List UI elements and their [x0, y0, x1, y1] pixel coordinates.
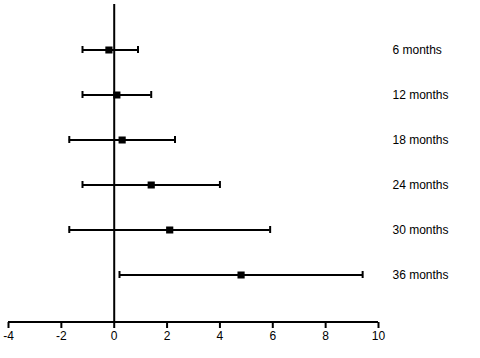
svg-text:30 months: 30 months: [393, 223, 449, 237]
svg-text:0: 0: [111, 329, 118, 343]
svg-text:10: 10: [372, 329, 386, 343]
svg-text:4: 4: [217, 329, 224, 343]
svg-text:6: 6: [269, 329, 276, 343]
svg-text:18 months: 18 months: [393, 133, 449, 147]
svg-text:-2: -2: [56, 329, 67, 343]
svg-text:8: 8: [322, 329, 329, 343]
svg-text:-4: -4: [3, 329, 14, 343]
svg-text:2: 2: [164, 329, 171, 343]
svg-text:6 months: 6 months: [393, 43, 442, 57]
svg-text:12 months: 12 months: [393, 88, 449, 102]
svg-text:24 months: 24 months: [393, 178, 449, 192]
svg-text:36 months: 36 months: [393, 268, 449, 282]
